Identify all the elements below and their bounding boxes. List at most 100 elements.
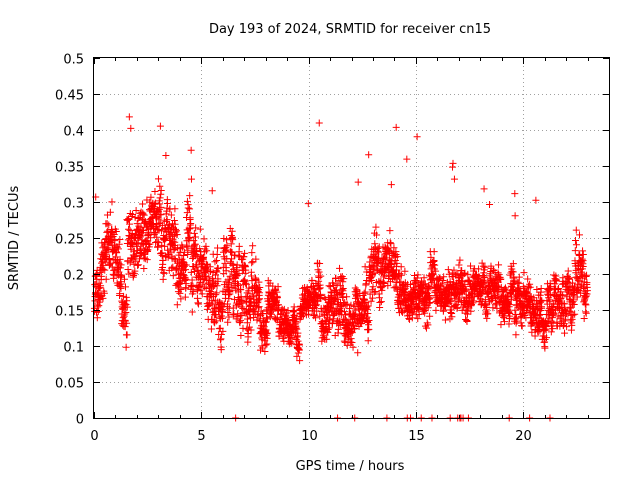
- x-tick-label: 10: [301, 429, 318, 444]
- data-point: [107, 259, 115, 267]
- data-point: [221, 259, 229, 267]
- data-point: [101, 266, 109, 274]
- data-point: [475, 265, 483, 273]
- data-point: [568, 315, 576, 323]
- data-point: [127, 124, 135, 132]
- data-point: [420, 281, 428, 289]
- data-point: [254, 304, 262, 312]
- data-point: [401, 267, 409, 275]
- data-point: [441, 316, 449, 324]
- data-point: [526, 280, 534, 288]
- data-point: [339, 293, 347, 301]
- axis-ticks: [94, 58, 609, 419]
- data-point: [481, 263, 489, 271]
- data-point: [103, 244, 111, 252]
- data-point: [154, 243, 162, 251]
- data-point: [305, 310, 313, 318]
- data-point: [304, 200, 312, 208]
- data-point: [480, 269, 488, 277]
- data-point: [468, 300, 476, 308]
- data-point: [140, 265, 148, 273]
- data-point: [124, 266, 132, 274]
- data-point: [365, 151, 373, 159]
- data-point: [182, 266, 190, 274]
- data-point: [416, 304, 424, 312]
- data-point: [524, 275, 532, 283]
- data-point: [241, 249, 249, 257]
- data-point: [339, 278, 347, 286]
- data-point: [106, 208, 114, 216]
- data-point: [174, 264, 182, 272]
- data-point: [176, 289, 184, 297]
- data-point: [414, 271, 422, 279]
- y-tick-label: 0.5: [63, 53, 84, 68]
- data-point: [194, 299, 202, 307]
- data-point: [470, 297, 478, 305]
- chart-title: Day 193 of 2024, SRMTID for receiver cn1…: [209, 22, 491, 37]
- data-point: [449, 159, 457, 167]
- y-tick-label: 0.1: [63, 341, 84, 356]
- data-point: [376, 298, 384, 306]
- data-point: [109, 247, 117, 255]
- data-point: [536, 327, 544, 335]
- data-point: [340, 337, 348, 345]
- data-point: [480, 185, 488, 193]
- data-point: [506, 301, 514, 309]
- data-point: [262, 314, 270, 322]
- data-point: [517, 313, 525, 321]
- data-point: [173, 231, 181, 239]
- data-point: [571, 310, 579, 318]
- data-point: [456, 256, 464, 264]
- data-point: [243, 315, 251, 323]
- data-point: [163, 217, 171, 225]
- data-point: [312, 301, 320, 309]
- data-point: [212, 317, 220, 325]
- data-point: [156, 122, 164, 130]
- data-point: [377, 298, 385, 306]
- data-point: [139, 210, 147, 218]
- data-point: [214, 277, 222, 285]
- data-point: [99, 265, 107, 273]
- data-point: [187, 220, 195, 228]
- data-point: [234, 280, 242, 288]
- data-point: [372, 223, 380, 231]
- data-point: [190, 229, 198, 237]
- data-point: [383, 264, 391, 272]
- data-point: [248, 249, 256, 257]
- data-point: [154, 226, 162, 233]
- data-point: [273, 293, 281, 301]
- data-point: [515, 279, 523, 287]
- data-point: [336, 282, 344, 290]
- data-point: [141, 255, 149, 263]
- data-point: [295, 341, 303, 349]
- data-point: [430, 257, 438, 265]
- data-point: [242, 279, 250, 287]
- data-point: [182, 280, 190, 288]
- data-point: [159, 275, 167, 283]
- data-point: [157, 211, 165, 219]
- data-point: [174, 244, 182, 252]
- data-point: [461, 269, 469, 277]
- data-point: [518, 322, 526, 330]
- data-point: [343, 300, 351, 308]
- data-point: [552, 277, 560, 285]
- data-point: [132, 206, 140, 214]
- data-point: [212, 311, 220, 319]
- data-point: [557, 288, 565, 296]
- data-point: [526, 283, 534, 291]
- data-point: [280, 305, 288, 313]
- data-point: [94, 303, 102, 311]
- data-point: [235, 242, 243, 250]
- data-point: [116, 255, 124, 263]
- data-point: [546, 290, 554, 298]
- x-tick-labels: 0 5 10 15 20: [90, 429, 531, 444]
- data-point: [403, 155, 411, 163]
- data-point: [156, 182, 164, 190]
- data-point: [533, 285, 541, 293]
- data-point: [195, 282, 203, 290]
- data-point: [315, 119, 323, 127]
- data-point: [162, 151, 170, 159]
- data-point: [223, 242, 231, 250]
- data-point: [386, 239, 394, 247]
